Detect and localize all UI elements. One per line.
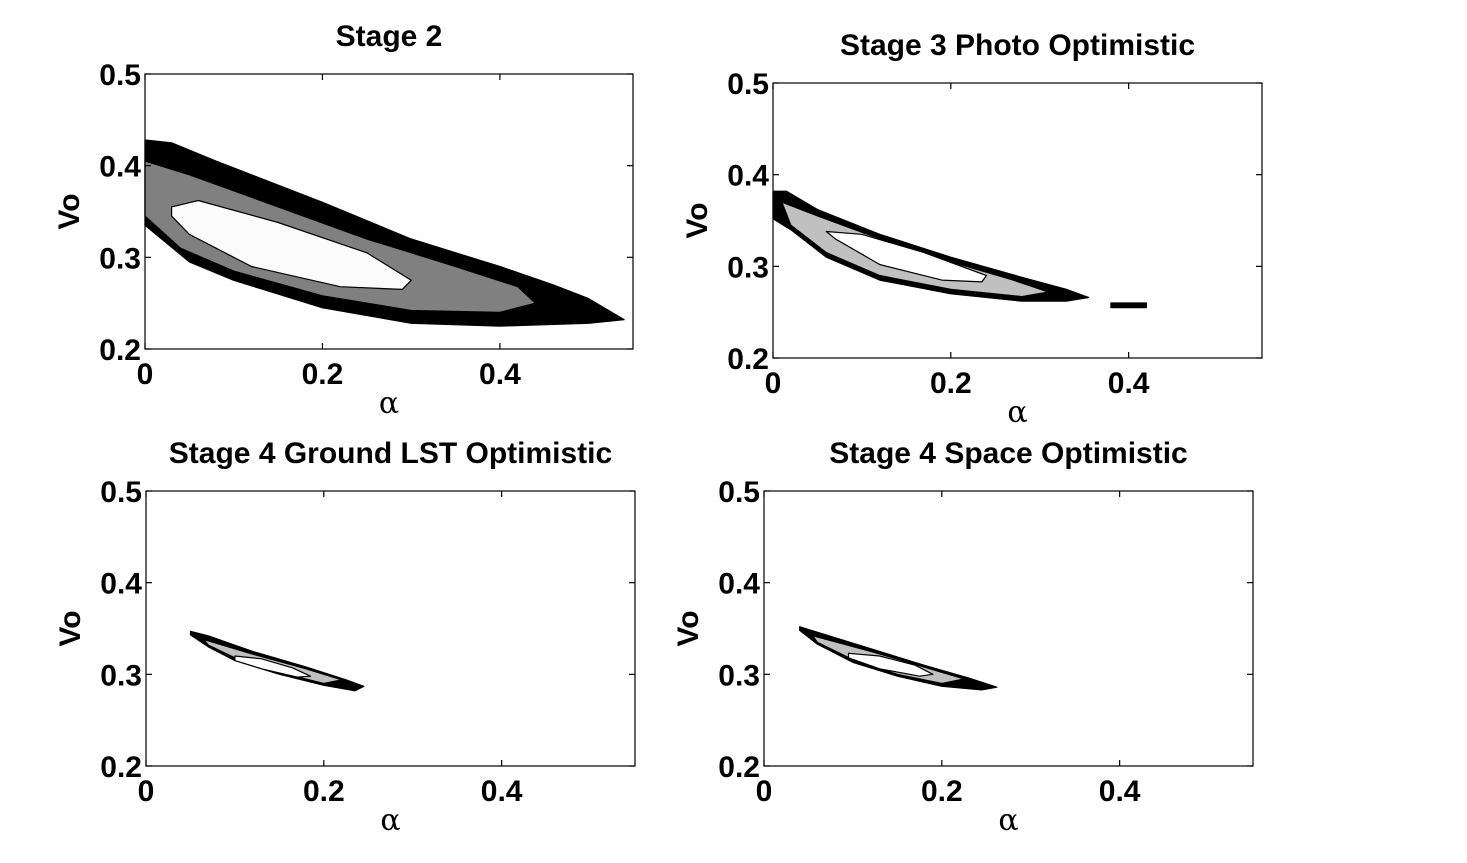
x-tick-label: 0.4 [1099,775,1141,808]
x-tick-label: 0.4 [481,775,523,808]
contour-level-middle [144,160,537,313]
contour-level-middle [781,201,1050,298]
axes-frame [144,73,634,350]
x-tick-label: 0.4 [1108,367,1150,400]
y-tick-label: 0.2 [727,343,769,376]
plot-area [146,491,635,766]
contour-level-island [1110,302,1148,309]
y-axis-label: Vo [53,193,86,229]
chart-title: Stage 2 [336,20,443,53]
x-tick-label: 0.2 [921,775,963,808]
axes-frame [145,490,636,767]
y-axis-label: Vo [54,610,87,646]
x-axis-label: α [380,803,400,838]
x-tick-label: 0.4 [479,358,521,391]
y-tick-label: 0.3 [100,659,142,692]
axes-frame [772,82,1263,359]
y-tick-label: 0.2 [100,751,142,784]
y-tick-label: 0.5 [718,476,760,509]
x-axis-label: α [998,803,1018,838]
y-tick-label: 0.5 [727,68,769,101]
y-tick-label: 0.5 [100,476,142,509]
chart-title: Stage 4 Ground LST Optimistic [169,437,612,470]
chart-title: Stage 4 Space Optimistic [829,437,1187,470]
y-tick-label: 0.5 [99,59,141,92]
x-tick-label: 0.2 [303,775,345,808]
y-tick-label: 0.4 [100,568,142,601]
x-tick-label: 0 [765,367,782,400]
y-tick-label: 0.4 [727,160,769,193]
y-tick-label: 0.2 [99,334,141,367]
axes-frame [763,490,1254,767]
x-axis-label: α [379,386,399,421]
plot-area [773,83,1262,358]
x-tick-label: 0 [756,775,773,808]
y-tick-label: 0.4 [99,151,141,184]
contour-level-inner [234,655,312,678]
y-tick-label: 0.3 [727,251,769,284]
y-tick-label: 0.3 [718,659,760,692]
x-tick-label: 0.2 [930,367,972,400]
x-tick-label: 0.2 [302,358,344,391]
x-tick-label: 0 [137,358,154,391]
y-axis-label: Vo [681,202,714,238]
x-axis-label: α [1007,395,1027,430]
y-axis-label: Vo [672,610,705,646]
x-tick-label: 0 [138,775,155,808]
contour-level-inner [847,652,934,677]
y-tick-label: 0.4 [718,568,760,601]
y-tick-label: 0.3 [99,242,141,275]
y-tick-label: 0.2 [718,751,760,784]
contour-level-inner [825,230,988,283]
chart-title: Stage 3 Photo Optimistic [840,29,1195,62]
contour-level-inner [171,199,412,290]
plot-area [764,491,1253,766]
